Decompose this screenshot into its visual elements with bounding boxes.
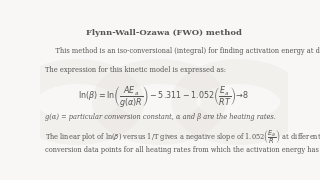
Text: The linear plot of ln($\beta$) versus 1/T gives a negative slope of 1.052$\left(: The linear plot of ln($\beta$) versus 1/…	[45, 128, 320, 146]
Text: $\mathrm{ln}(\beta) = \ln\!\left(\dfrac{AE_a}{g(\alpha)R}\right) - 5.311 - 1.052: $\mathrm{ln}(\beta) = \ln\!\left(\dfrac{…	[78, 84, 250, 109]
Text: conversion data points for all heating rates from which the activation energy ha: conversion data points for all heating r…	[45, 146, 320, 154]
Text: g(α) = particular conversion constant, α and β are the heating rates.: g(α) = particular conversion constant, α…	[45, 113, 276, 121]
Text: Flynn-Wall-Ozawa (FWO) method: Flynn-Wall-Ozawa (FWO) method	[86, 28, 242, 37]
Text: The expression for this kinetic model is expressed as:: The expression for this kinetic model is…	[45, 66, 226, 74]
Text: This method is an iso-conversional (integral) for finding activation energy at d: This method is an iso-conversional (inte…	[47, 47, 320, 55]
